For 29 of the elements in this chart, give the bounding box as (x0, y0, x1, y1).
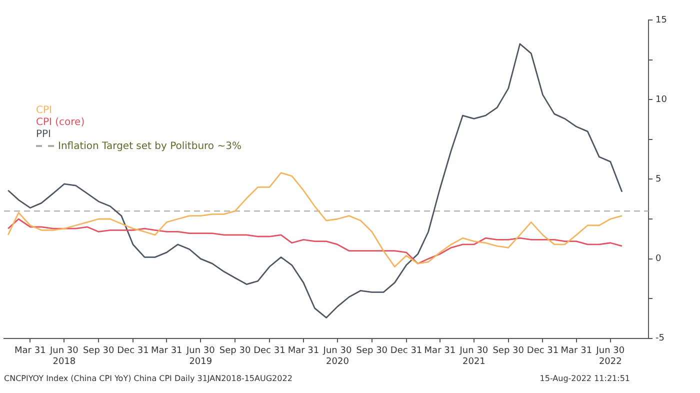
x-tick-label: Jun 30 2022 (595, 346, 625, 367)
y-tick-label: 0 (656, 254, 662, 264)
text: PPI (36, 129, 52, 141)
x-tick-label: Sep 30 (492, 346, 524, 356)
x-tick-label: Mar 31 (150, 346, 182, 356)
x-tick-label: Sep 30 (356, 346, 388, 356)
text: 15-Aug-2022 11:21:51 (540, 374, 630, 383)
x-tick-label: Dec 31 (117, 346, 149, 356)
x-tick-label: Sep 30 (219, 346, 251, 356)
text: CPI (36, 105, 53, 117)
text: CPI (core) (36, 117, 86, 129)
y-tick-label: 5 (656, 174, 662, 185)
x-tick-label: Jun 30 2018 (48, 346, 79, 367)
x-tick-label: Jun 30 2019 (185, 346, 216, 367)
y-tick-label: 15 (656, 15, 667, 26)
x-tick-label: Mar 31 (560, 346, 592, 356)
y-tick-label: 10 (656, 94, 668, 105)
x-tick-label: Mar 31 (424, 346, 456, 356)
x-tick-label: Mar 31 (14, 346, 46, 356)
x-tick-label: Jun 30 2020 (322, 346, 352, 367)
x-tick-label: Jun 30 2021 (458, 346, 488, 367)
x-tick-label: Sep 30 (82, 346, 114, 356)
legend-label: Inflation Target set by Politburo ~3% (58, 141, 242, 152)
y-tick-label: -5 (656, 334, 665, 344)
x-tick-label: Dec 31 (254, 346, 286, 356)
x-tick-label: Mar 31 (288, 346, 320, 356)
text: CNCPIYOY Index (China CPI YoY) China CPI Daily 31JAN2018-15AUG2022 (4, 374, 292, 383)
x-tick-label: Dec 31 (526, 346, 559, 356)
x-tick-label: Dec 31 (390, 346, 422, 356)
